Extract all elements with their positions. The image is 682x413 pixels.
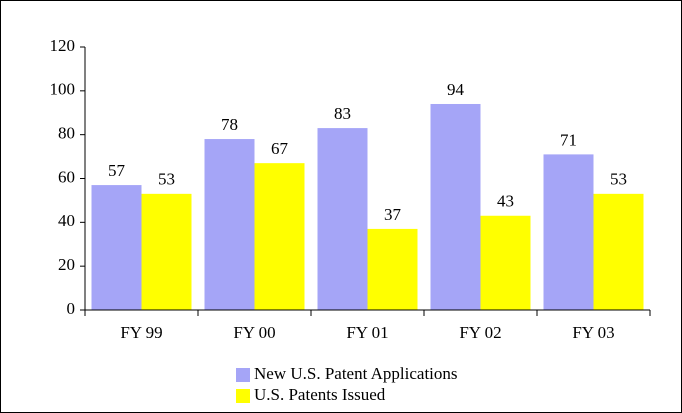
bar — [254, 163, 305, 310]
x-tick-label: FY 03 — [572, 323, 614, 342]
y-tick-label: 80 — [58, 124, 75, 143]
y-tick-label: 20 — [58, 255, 75, 274]
bar — [367, 228, 418, 310]
value-label: 37 — [384, 205, 402, 224]
value-label: 67 — [271, 139, 289, 158]
y-tick-label: 100 — [50, 80, 76, 99]
legend-label: U.S. Patents Issued — [254, 385, 386, 404]
bar — [204, 139, 255, 310]
value-label: 53 — [158, 170, 175, 189]
x-tick-label: FY 01 — [346, 323, 388, 342]
legend-swatch — [236, 368, 250, 382]
y-tick-label: 40 — [58, 211, 75, 230]
value-label: 43 — [497, 192, 514, 211]
bar — [430, 103, 481, 310]
legend-swatch — [236, 389, 250, 403]
bar — [480, 215, 531, 310]
value-label: 78 — [221, 115, 238, 134]
legend-label: New U.S. Patent Applications — [254, 364, 458, 383]
bar — [593, 193, 644, 310]
y-tick-label: 0 — [67, 299, 76, 318]
x-tick-label: FY 99 — [120, 323, 162, 342]
value-label: 71 — [560, 130, 577, 149]
y-tick-label: 60 — [58, 167, 75, 186]
value-label: 57 — [108, 161, 126, 180]
x-tick-label: FY 00 — [233, 323, 275, 342]
bar — [141, 193, 192, 310]
bar — [91, 185, 142, 310]
y-tick-label: 120 — [50, 36, 76, 55]
bar — [317, 128, 368, 310]
value-label: 83 — [334, 104, 351, 123]
bar — [543, 154, 594, 310]
value-label: 53 — [610, 170, 627, 189]
x-tick-label: FY 02 — [459, 323, 501, 342]
value-label: 94 — [447, 80, 465, 99]
